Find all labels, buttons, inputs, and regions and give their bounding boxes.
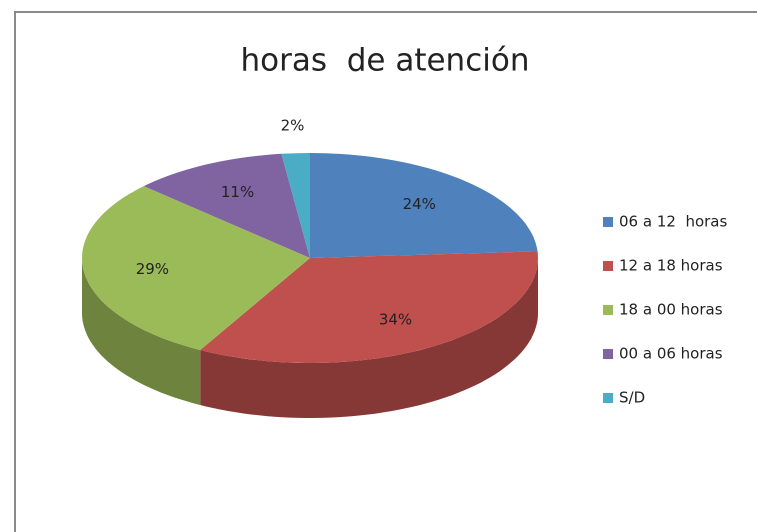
data-label: 29% [136, 260, 169, 278]
legend-swatch [603, 393, 613, 403]
legend-label: 06 a 12 horas [619, 213, 727, 231]
data-label: 2% [281, 117, 305, 135]
slice [281, 153, 310, 258]
slice [82, 186, 310, 350]
slice [200, 251, 538, 363]
data-label: 34% [379, 311, 412, 329]
legend-label: S/D [619, 389, 645, 407]
slice-side [200, 258, 538, 418]
legend-swatch [603, 217, 613, 227]
slice-side [82, 258, 201, 405]
legend-swatch [603, 305, 613, 315]
legend-label: 12 a 18 horas [619, 257, 723, 275]
data-label: 24% [403, 195, 436, 213]
legend-swatch [603, 261, 613, 271]
legend-label: 18 a 00 horas [619, 301, 723, 319]
data-label: 11% [221, 183, 254, 201]
legend-label: 00 a 06 horas [619, 345, 723, 363]
slice [143, 153, 310, 258]
legend-swatch [603, 349, 613, 359]
slice [310, 153, 538, 258]
chart-title: horas de atención [241, 43, 530, 79]
